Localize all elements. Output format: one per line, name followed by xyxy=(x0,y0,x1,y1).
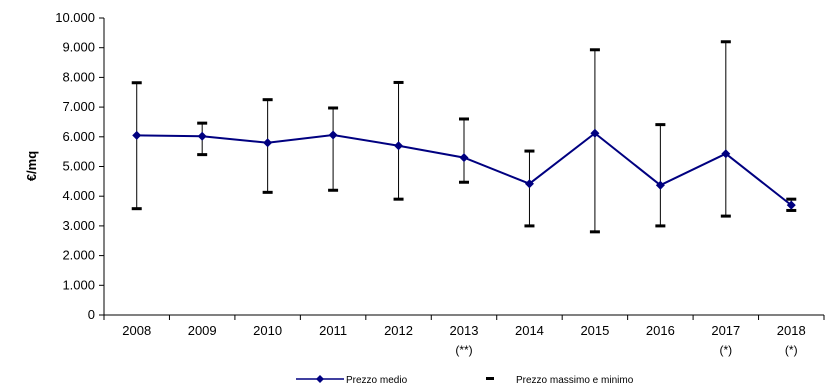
max-marker xyxy=(262,98,273,102)
x-tick-label: 2011 xyxy=(319,323,347,338)
average-price-point xyxy=(197,131,207,141)
y-tick-label: 1.000 xyxy=(62,277,95,292)
y-tick-label: 2.000 xyxy=(62,248,95,263)
y-tick-label: 0 xyxy=(88,307,95,322)
average-price-point xyxy=(394,141,404,151)
max-marker xyxy=(131,81,142,85)
x-tick-note: (*) xyxy=(785,343,798,357)
average-price-point xyxy=(590,128,600,138)
average-price-point xyxy=(263,138,273,148)
x-tick-label: 2009 xyxy=(188,323,217,338)
legend: Prezzo medio Prezzo massimo e minimo xyxy=(296,375,634,386)
average-price-point xyxy=(459,153,469,163)
max-marker xyxy=(786,197,797,201)
x-tick-label: 2014 xyxy=(515,323,544,338)
y-tick-label: 6.000 xyxy=(62,129,95,144)
legend-label-average: Prezzo medio xyxy=(346,375,408,386)
min-marker xyxy=(262,190,273,194)
max-marker xyxy=(328,106,339,110)
y-tick-label: 7.000 xyxy=(62,99,95,114)
y-tick-label: 10.000 xyxy=(55,10,95,25)
max-marker xyxy=(589,48,600,52)
min-marker xyxy=(197,153,208,157)
x-tick-label: 2012 xyxy=(384,323,413,338)
y-tick-label: 5.000 xyxy=(62,159,95,174)
min-marker xyxy=(786,208,797,212)
legend-label-range: Prezzo massimo e minimo xyxy=(516,375,634,386)
min-marker xyxy=(720,214,731,218)
max-marker xyxy=(393,80,404,84)
max-marker xyxy=(524,149,535,153)
average-price-point xyxy=(132,130,142,140)
y-axis-label: €/mq xyxy=(24,151,39,181)
x-tick-note: (*) xyxy=(719,343,732,357)
x-tick-note: (**) xyxy=(455,343,472,357)
max-marker xyxy=(459,117,469,121)
min-marker xyxy=(589,230,600,234)
min-marker xyxy=(459,180,469,184)
average-price-point xyxy=(524,179,534,189)
min-marker xyxy=(524,224,535,228)
x-tick-label: 2015 xyxy=(580,323,609,338)
max-marker xyxy=(720,40,731,44)
y-tick-label: 4.000 xyxy=(62,188,95,203)
x-tick-label: 2010 xyxy=(253,323,282,338)
x-tick-label: 2008 xyxy=(122,323,151,338)
x-axis: 2008 2009 2010 2011 2012 2013 (**) 2014 2015 2016… xyxy=(103,314,825,357)
x-tick-label: 2017 xyxy=(711,323,740,338)
average-price-point xyxy=(655,180,665,190)
y-tick-label: 8.000 xyxy=(62,69,95,84)
y-tick-label: 3.000 xyxy=(62,218,95,233)
x-tick-label: 2013 xyxy=(450,323,479,338)
x-tick-label: 2018 xyxy=(777,323,806,338)
max-marker xyxy=(197,121,208,125)
legend-diamond-marker xyxy=(316,375,324,383)
min-marker xyxy=(655,224,666,228)
y-axis: 0 1.000 2.000 3.000 4.000 5.000 6.000 7.000 8.00… xyxy=(55,10,105,322)
average-price-point xyxy=(328,130,338,140)
average-price-series xyxy=(132,128,796,210)
x-tick-label: 2016 xyxy=(646,323,675,338)
max-marker xyxy=(655,123,666,127)
min-marker xyxy=(328,188,339,192)
average-price-point xyxy=(721,149,731,159)
average-price-point xyxy=(786,200,796,210)
min-marker xyxy=(131,207,142,211)
min-marker xyxy=(393,197,404,201)
legend-dash-marker xyxy=(486,377,494,380)
max-min-ranges xyxy=(131,40,797,234)
y-tick-label: 9.000 xyxy=(62,40,95,55)
